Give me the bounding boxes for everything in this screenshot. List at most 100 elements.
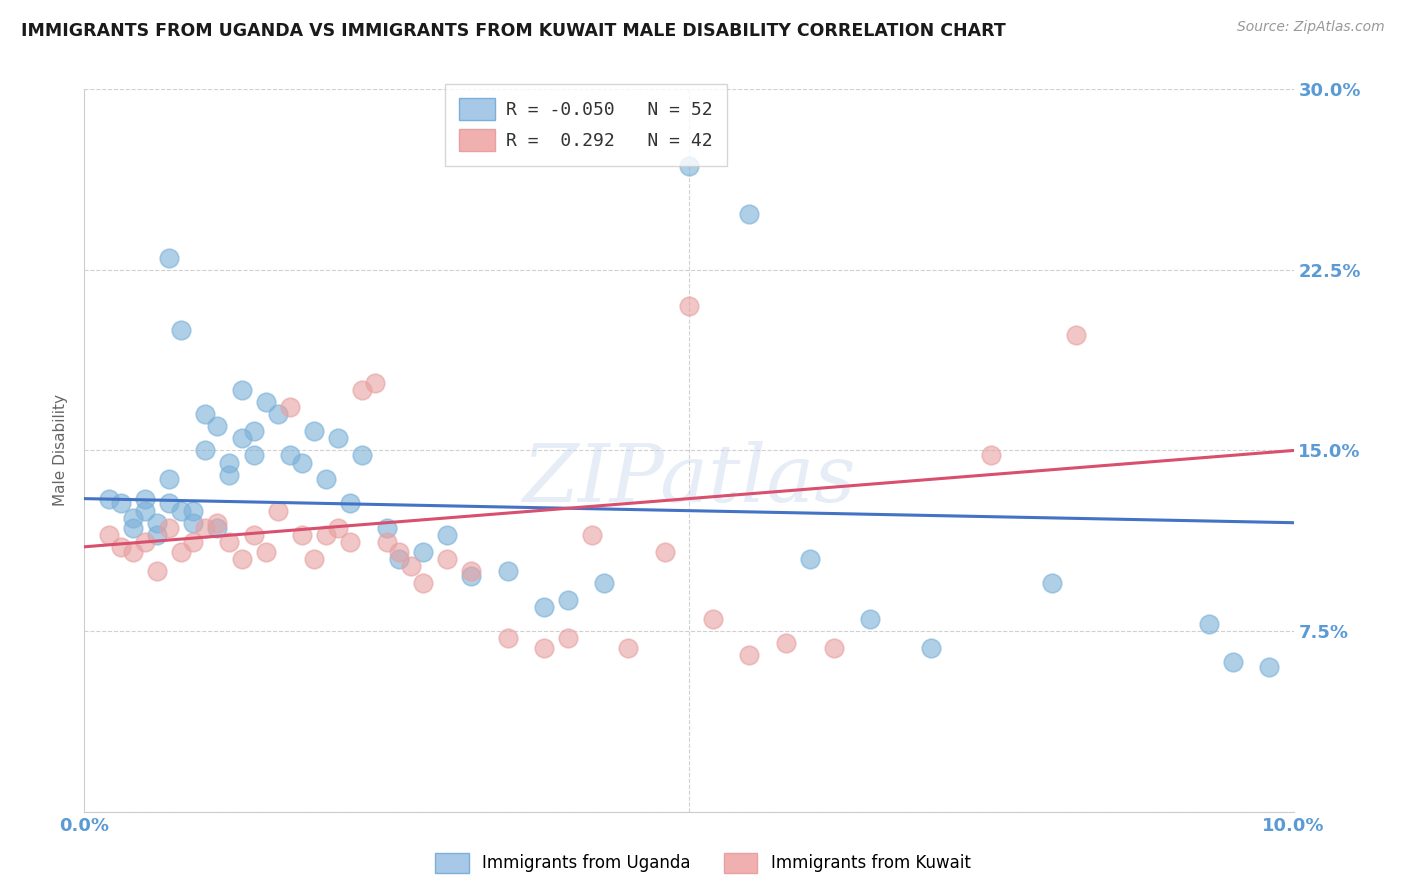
Point	[328, 520, 350, 534]
Point	[157, 251, 180, 265]
Point	[823, 640, 845, 655]
Point	[291, 455, 314, 469]
Point	[436, 527, 458, 541]
Point	[412, 576, 434, 591]
Point	[170, 544, 193, 558]
Point	[738, 207, 761, 221]
Text: Source: ZipAtlas.com: Source: ZipAtlas.com	[1237, 20, 1385, 34]
Point	[110, 540, 132, 554]
Point	[557, 592, 579, 607]
Point	[278, 400, 301, 414]
Point	[157, 496, 180, 510]
Point	[181, 516, 204, 530]
Point	[231, 431, 253, 445]
Point	[218, 455, 240, 469]
Point	[146, 527, 169, 541]
Point	[980, 448, 1002, 462]
Point	[121, 511, 143, 525]
Point	[496, 564, 519, 578]
Point	[231, 551, 253, 566]
Point	[157, 520, 180, 534]
Point	[157, 472, 180, 486]
Point	[121, 520, 143, 534]
Point	[302, 551, 325, 566]
Point	[134, 491, 156, 506]
Point	[315, 472, 337, 486]
Point	[363, 376, 385, 390]
Point	[181, 503, 204, 517]
Point	[496, 632, 519, 646]
Point	[218, 535, 240, 549]
Point	[533, 640, 555, 655]
Legend: Immigrants from Uganda, Immigrants from Kuwait: Immigrants from Uganda, Immigrants from …	[429, 847, 977, 880]
Point	[460, 568, 482, 582]
Point	[170, 323, 193, 337]
Point	[678, 299, 700, 313]
Point	[267, 503, 290, 517]
Point	[242, 527, 264, 541]
Point	[1222, 656, 1244, 670]
Point	[146, 564, 169, 578]
Point	[412, 544, 434, 558]
Point	[460, 564, 482, 578]
Point	[110, 496, 132, 510]
Point	[339, 496, 361, 510]
Point	[436, 551, 458, 566]
Legend: R = -0.050   N = 52, R =  0.292   N = 42: R = -0.050 N = 52, R = 0.292 N = 42	[444, 84, 727, 166]
Point	[352, 384, 374, 398]
Point	[593, 576, 616, 591]
Point	[375, 535, 398, 549]
Point	[617, 640, 640, 655]
Point	[97, 527, 120, 541]
Point	[97, 491, 120, 506]
Point	[328, 431, 350, 445]
Point	[121, 544, 143, 558]
Y-axis label: Male Disability: Male Disability	[53, 394, 69, 507]
Point	[702, 612, 724, 626]
Point	[134, 503, 156, 517]
Point	[678, 159, 700, 173]
Point	[278, 448, 301, 462]
Point	[218, 467, 240, 482]
Point	[194, 407, 217, 421]
Point	[291, 527, 314, 541]
Point	[533, 599, 555, 614]
Point	[581, 527, 603, 541]
Point	[388, 551, 411, 566]
Point	[181, 535, 204, 549]
Point	[207, 419, 229, 434]
Point	[146, 516, 169, 530]
Point	[194, 520, 217, 534]
Point	[399, 559, 422, 574]
Point	[339, 535, 361, 549]
Point	[207, 516, 229, 530]
Point	[557, 632, 579, 646]
Point	[302, 424, 325, 438]
Point	[375, 520, 398, 534]
Point	[231, 384, 253, 398]
Point	[388, 544, 411, 558]
Point	[1198, 616, 1220, 631]
Point	[242, 448, 264, 462]
Text: ZIPatlas: ZIPatlas	[522, 441, 856, 518]
Point	[738, 648, 761, 662]
Text: IMMIGRANTS FROM UGANDA VS IMMIGRANTS FROM KUWAIT MALE DISABILITY CORRELATION CHA: IMMIGRANTS FROM UGANDA VS IMMIGRANTS FRO…	[21, 22, 1005, 40]
Point	[207, 520, 229, 534]
Point	[1040, 576, 1063, 591]
Point	[352, 448, 374, 462]
Point	[799, 551, 821, 566]
Point	[242, 424, 264, 438]
Point	[134, 535, 156, 549]
Point	[859, 612, 882, 626]
Point	[920, 640, 942, 655]
Point	[775, 636, 797, 650]
Point	[315, 527, 337, 541]
Point	[254, 395, 277, 409]
Point	[194, 443, 217, 458]
Point	[267, 407, 290, 421]
Point	[1064, 327, 1087, 342]
Point	[1258, 660, 1281, 674]
Point	[654, 544, 676, 558]
Point	[254, 544, 277, 558]
Point	[170, 503, 193, 517]
